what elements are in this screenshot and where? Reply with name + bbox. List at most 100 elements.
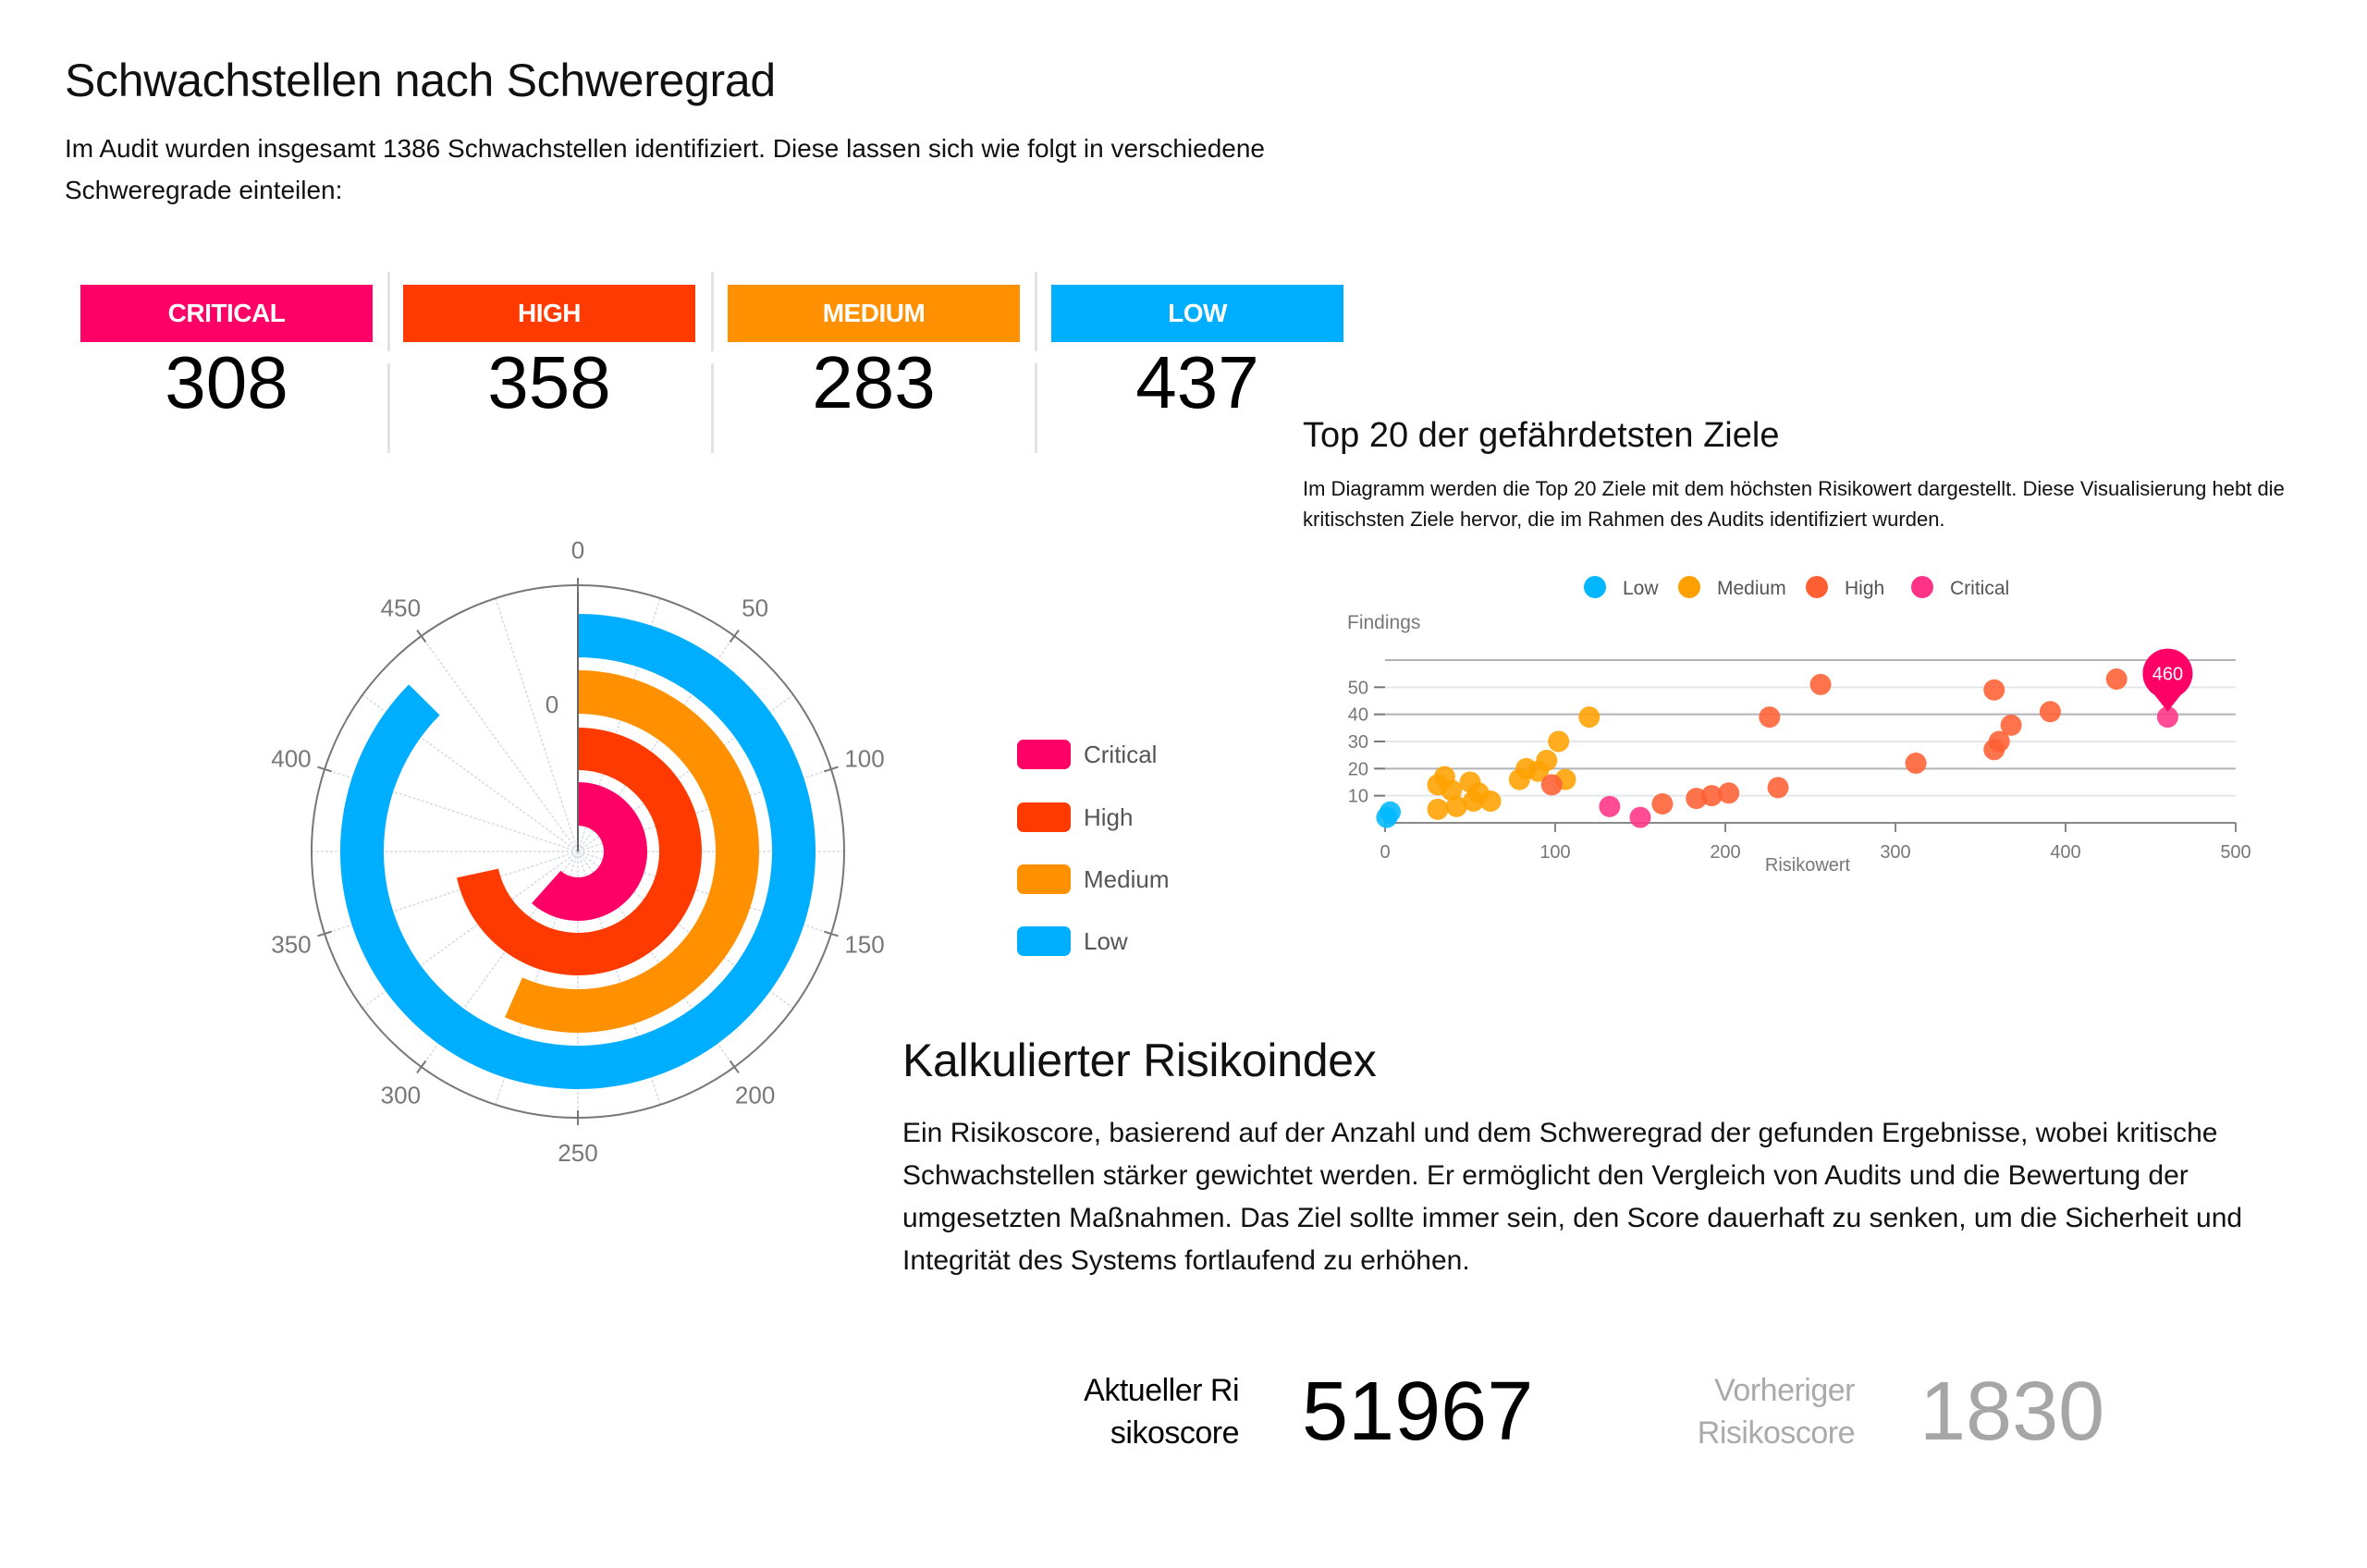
y-tick-label: 40 — [1348, 705, 1368, 726]
scatter-point-medium — [1536, 750, 1558, 772]
severity-badge-medium: MEDIUM — [728, 285, 1020, 342]
scatter-point-medium — [1479, 790, 1502, 813]
y-tick-label: 30 — [1348, 732, 1368, 753]
angular-tick — [823, 766, 839, 773]
scatter-point-high — [1767, 777, 1789, 799]
severity-section-title: Schwachstellen nach Schweregrad — [65, 55, 776, 106]
current-score-label: Aktueller Risikoscore — [1084, 1373, 1239, 1451]
scatter-point-medium — [1463, 790, 1485, 813]
scatter-point-high — [1718, 782, 1740, 804]
x-tick-label: 500 — [2220, 842, 2250, 863]
divider — [387, 272, 390, 351]
scatter-point-high — [1651, 792, 1674, 815]
legend-label: High — [1084, 802, 1134, 831]
legend-item-high[interactable]: High — [1017, 801, 1133, 834]
legend-swatch-medium — [1017, 864, 1071, 894]
legend-marker-critical — [1911, 576, 1933, 598]
y-tick-label: 50 — [1348, 678, 1368, 698]
x-tick-label: 300 — [1880, 842, 1910, 863]
scatter-point-high — [1988, 730, 2010, 753]
legend-label-high: High — [1845, 578, 1884, 599]
severity-count-medium: 283 — [812, 341, 936, 423]
legend-item-critical[interactable]: Critical — [1017, 738, 1157, 771]
top-targets-scatter-chart: Low Medium High CriticalFindings10203040500… — [1347, 576, 2251, 876]
legend-marker-high — [1806, 576, 1828, 598]
scatter-point-critical — [2156, 706, 2178, 729]
angular-tick-label: 450 — [381, 594, 421, 621]
scatter-point-medium — [1548, 730, 1570, 753]
legend-label: Critical — [1084, 740, 1158, 768]
angular-tick-label: 400 — [271, 744, 311, 772]
legend-label-low: Low — [1623, 578, 1659, 599]
severity-card-high: HIGH 358 — [403, 274, 695, 455]
legend-item-low[interactable]: Low — [1017, 925, 1128, 958]
radial-axis-label: 0 — [546, 691, 558, 718]
legend-marker-low — [1584, 576, 1606, 598]
legend-swatch-low — [1017, 926, 1071, 956]
scatter-point-medium — [1445, 795, 1467, 817]
legend-item-medium[interactable]: Medium — [1017, 863, 1169, 896]
annotation-pin-tail — [2153, 693, 2182, 712]
divider — [1035, 363, 1037, 453]
angular-tick — [823, 930, 839, 937]
targets-section-description: Im Diagramm werden die Top 20 Ziele mit … — [1303, 477, 2285, 531]
angular-tick — [416, 629, 427, 643]
legend-label: Low — [1084, 926, 1128, 955]
annotation-pin — [2142, 648, 2193, 699]
radial-bar-medium — [505, 670, 759, 1033]
legend-marker-medium — [1678, 576, 1700, 598]
radial-gridline — [421, 635, 579, 852]
scatter-point-critical — [1599, 795, 1621, 817]
scatter-point-medium — [1441, 779, 1463, 802]
angular-tick-label: 50 — [742, 594, 768, 621]
angular-tick — [729, 629, 740, 643]
previous-score-label: Vorheriger Risikoscore — [1697, 1373, 1856, 1451]
severity-count-high: 358 — [487, 341, 611, 423]
x-tick-label: 100 — [1539, 842, 1570, 863]
current-score-value: 51967 — [1302, 1366, 1534, 1458]
angular-tick-label: 0 — [571, 536, 584, 564]
severity-radial-chart: 0 50 100 150 200 250 300 350 400 450 0 — [271, 536, 884, 1167]
previous-score-value: 1830 — [1919, 1366, 2105, 1458]
divider — [1035, 272, 1037, 351]
scatter-point-low — [1380, 801, 1402, 823]
scatter-point-medium — [1427, 798, 1449, 820]
severity-badge-critical: CRITICAL — [80, 285, 373, 342]
scatter-point-high — [1700, 785, 1723, 807]
severity-count-critical: 308 — [165, 341, 288, 423]
scatter-point-high — [1540, 774, 1563, 796]
scatter-point-high — [2105, 668, 2128, 691]
scatter-point-high — [1983, 679, 2005, 701]
angular-tick — [729, 1060, 740, 1074]
legend-label-medium: Medium — [1717, 578, 1786, 599]
divider — [711, 272, 714, 351]
x-tick-label: 200 — [1710, 842, 1740, 863]
y-tick-label: 20 — [1348, 759, 1368, 779]
legend-label-critical: Critical — [1950, 578, 2009, 599]
scatter-point-high — [1809, 673, 1832, 695]
targets-section-title: Top 20 der gefährdetsten Ziele — [1303, 416, 1780, 455]
radial-bar-high — [457, 728, 702, 975]
angular-tick-label: 150 — [844, 931, 884, 959]
severity-count-low: 437 — [1135, 341, 1259, 423]
severity-section-intro: Im Audit wurden insgesamt 1386 Schwachst… — [65, 134, 1266, 204]
radial-gridline — [495, 597, 579, 852]
angular-tick-label: 350 — [271, 931, 311, 959]
angular-tick — [416, 1060, 427, 1074]
divider — [387, 363, 390, 453]
scatter-point-critical — [1629, 806, 1651, 828]
severity-badge-high: HIGH — [403, 285, 695, 342]
scatter-point-high — [2039, 701, 2061, 723]
angular-tick-label: 200 — [735, 1082, 775, 1109]
severity-card-low: LOW 437 — [1051, 274, 1343, 455]
angular-tick-label: 300 — [381, 1082, 421, 1109]
legend-label: Medium — [1084, 864, 1170, 893]
annotation-label: 460 — [2152, 665, 2183, 685]
scatter-point-high — [1905, 752, 1927, 774]
scatter-point-medium — [1578, 706, 1600, 729]
severity-badge-low: LOW — [1051, 285, 1343, 342]
scatter-point-high — [1759, 706, 1781, 729]
radial-bar-critical — [532, 782, 647, 921]
risk-section-title: Kalkulierter Risikoindex — [902, 1035, 1377, 1086]
scatter-point-high — [2000, 714, 2022, 736]
